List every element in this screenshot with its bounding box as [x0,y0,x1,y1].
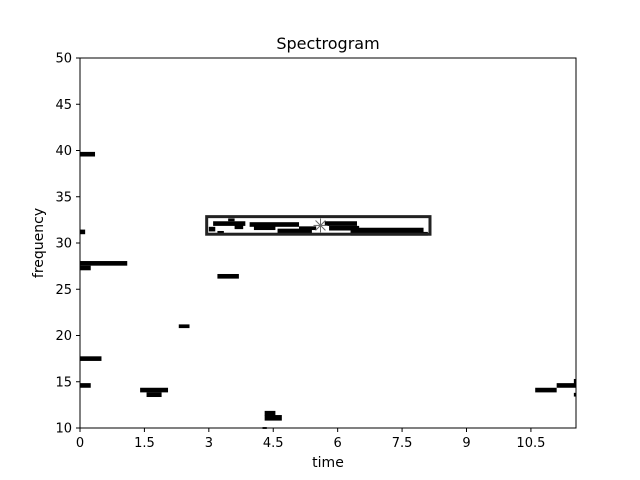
spectrogram-segment [329,225,360,231]
y-axis-label: frequency [31,208,47,278]
spectrogram-segment [350,227,424,233]
spectrogram-segment [234,225,244,230]
spectrogram-segment [213,221,246,226]
y-tick-label: 35 [55,190,72,205]
spectrogram-segment [264,410,276,416]
spectrogram-segment [80,265,91,271]
plot-frame [79,57,577,429]
spectrogram-segment [80,261,128,266]
spectrogram-segment [178,324,190,329]
x-tick-label: 9 [462,436,470,451]
y-tick-label: 40 [55,144,72,159]
y-tick-label: 50 [55,52,72,67]
y-tick-label: 10 [55,422,72,437]
y-tick-label: 25 [55,283,72,298]
spectrogram-segment [573,392,576,397]
marker-stroke [315,220,326,231]
spectrogram-segment [80,151,96,157]
spectrogram-segment [324,221,357,226]
y-tick-label: 30 [55,237,72,252]
x-tick-label: 0 [76,436,84,451]
x-tick-label: 3 [205,436,213,451]
spectrogram-segment [249,222,300,227]
x-tick-label: 4.5 [263,436,284,451]
spectrogram-segment [573,378,576,385]
spectrogram-segment [277,228,312,234]
spectrogram-segment [80,383,91,388]
x-tick-label: 7.5 [392,436,413,451]
x-axis-label: time [312,455,344,471]
spectrogram-segment [80,356,102,361]
annotation-star-marker [313,218,328,233]
spectrogram-segment [80,229,86,235]
spectrogram-segment [208,226,216,232]
spectrogram-segment [535,387,557,393]
y-tick-label: 20 [55,329,72,344]
y-tick-label: 15 [55,375,72,390]
chart-title: Spectrogram [276,34,379,53]
x-axis: 0 1.5 3 4.5 6 7.5 9 10.5 [76,428,545,451]
spectrogram-segment [556,383,576,388]
spectrogram-segment [146,392,162,398]
spectrogram-segment [228,218,235,222]
spectrogram-segment [217,273,239,279]
x-tick-label: 1.5 [134,436,155,451]
x-tick-label: 10.5 [516,436,545,451]
x-tick-label: 6 [334,436,342,451]
selection-annotation [205,215,432,236]
annotation-box [205,215,432,236]
spectrogram-marks [80,151,576,429]
spectrogram-segment [299,226,317,231]
spectrogram-segment [253,226,276,231]
spectrogram-segment [140,387,169,393]
y-axis: 10 15 20 25 30 35 40 45 50 [55,52,80,437]
y-tick-label: 45 [55,98,72,113]
spectrogram-segment [264,415,282,421]
